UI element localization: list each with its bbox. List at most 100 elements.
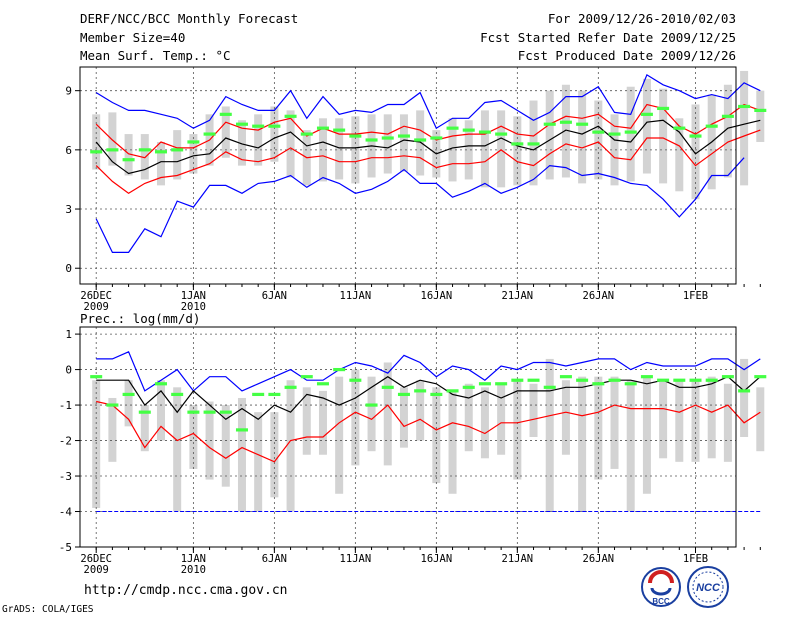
temp-marker-40 [738,104,751,109]
prec-marker-18 [381,385,394,389]
temp-box-26 [513,116,522,186]
prec-marker-9 [235,428,248,432]
prec-series-max [96,351,761,392]
prec-xtick-label: 6JAN [262,553,287,565]
temp-xtick-label: 26DEC [80,290,112,302]
prec-marker-36 [673,378,686,382]
prec-box-30 [578,376,587,512]
temp-marker-38 [705,124,718,128]
bcc-logo-icon: BCC [641,567,681,607]
prec-marker-41 [754,375,767,379]
prec-marker-14 [316,382,329,386]
prec-marker-15 [333,367,346,372]
prec-marker-12 [284,385,297,389]
temp-marker-31 [592,130,605,134]
temp-frame [79,66,737,285]
prec-box-39 [723,383,732,462]
temp-marker-12 [284,114,297,118]
prec-box-8 [221,405,230,487]
temp-marker-39 [721,114,734,118]
temp-series-lower [95,129,761,195]
prec-box-27 [529,383,538,437]
temp-marker-0 [90,150,103,154]
temp-marker-30 [576,122,589,126]
prec-ytick-label: -1 [59,399,72,412]
prec-marker-19 [397,392,410,397]
temp-box-32 [610,114,619,186]
temp-box-37 [691,104,700,200]
prec-box-13 [302,387,311,455]
prec-marker-32 [608,378,621,382]
prec-box-7 [205,401,214,480]
temp-marker-4 [154,150,167,154]
temp-marker-27 [527,142,540,146]
prec-marker-38 [705,378,718,382]
temp-xtick-sublabel: 2009 [84,301,109,313]
temp-box-14 [318,118,327,182]
temp-marker-16 [349,134,362,138]
temp-box-10 [254,114,263,166]
prec-xtick-label: 16JAN [421,553,453,565]
prec-marker-8 [219,410,232,414]
prec-marker-0 [90,375,103,379]
prec-xtick-label: 26DEC [80,553,112,565]
prec-marker-21 [430,392,443,397]
temp-box-5 [173,130,182,180]
prec-box-19 [399,387,408,448]
prec-box-26 [513,380,522,480]
temp-marker-18 [381,136,394,140]
prec-marker-30 [576,378,589,382]
forecast-produced-date: Fcst Produced Date 2009/12/26 [517,48,736,63]
prec-box-1 [108,397,117,462]
prec-box-15 [335,376,344,494]
prec-ytick-label: -4 [59,506,73,519]
prec-box-36 [675,380,684,462]
prec-marker-7 [203,410,216,414]
temp-marker-3 [138,148,151,152]
temp-marker-23 [462,128,475,132]
temp-box-41 [756,90,765,142]
temp-series-min [95,157,745,253]
temp-box-9 [237,120,246,166]
temp-box-33 [626,86,635,182]
prec-box-37 [691,380,700,462]
prec-box-4 [156,380,165,441]
temp-box-34 [642,78,651,174]
temp-box-39 [723,84,732,178]
prec-marker-22 [446,389,459,393]
temp-marker-17 [365,138,378,142]
temp-marker-5 [171,148,184,152]
prec-marker-3 [138,410,151,414]
prec-box-34 [642,376,651,494]
prec-box-41 [756,387,765,452]
temp-marker-8 [219,112,232,116]
prec-box-38 [707,376,716,459]
prec-ytick-label: -3 [59,470,72,483]
prec-xtick-label: 21JAN [502,553,534,565]
temp-box-29 [561,84,570,178]
temp-box-20 [416,110,425,176]
temp-marker-36 [673,126,686,130]
ncc-logo-text: NCC [696,582,721,594]
prec-box-28 [545,358,554,512]
prec-ytick-label: 0 [65,364,72,377]
prec-series-mean [96,375,761,421]
temp-marker-14 [316,126,329,130]
prec-marker-2 [122,392,135,397]
prec-marker-1 [106,403,119,407]
temp-marker-33 [624,130,637,134]
temp-box-31 [594,100,603,180]
temp-xtick-label: 6JAN [262,290,287,302]
temp-marker-26 [511,142,524,146]
temp-box-11 [270,106,279,162]
temp-marker-29 [559,120,572,124]
prec-ytick-label: -5 [59,541,72,554]
prec-box-20 [416,380,425,441]
prec-box-18 [383,362,392,466]
temp-marker-35 [657,106,670,111]
prec-marker-33 [624,382,637,386]
prec-marker-6 [187,410,200,414]
chart-title: DERF/NCC/BCC Monthly Forecast [80,11,299,26]
